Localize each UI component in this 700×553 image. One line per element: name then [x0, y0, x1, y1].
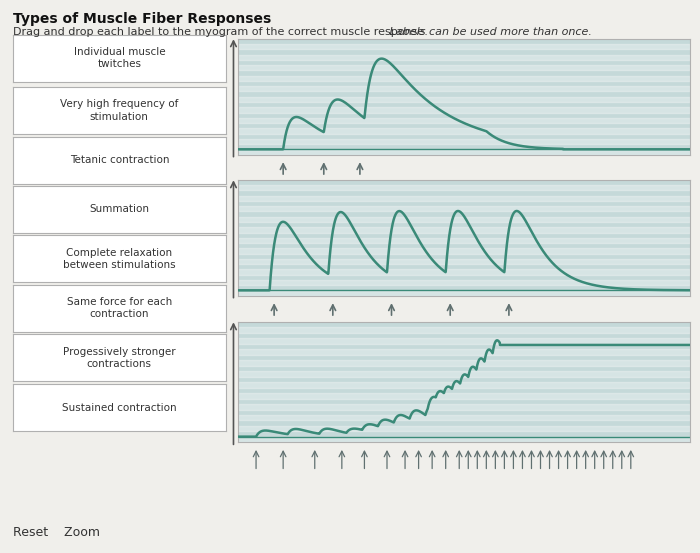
Bar — [238, 269, 690, 275]
Text: Summation: Summation — [90, 204, 149, 214]
Text: Complete relaxation
between stimulations: Complete relaxation between stimulations — [63, 248, 176, 270]
Bar — [238, 238, 690, 243]
Bar — [238, 290, 690, 296]
Bar — [238, 128, 690, 134]
Bar — [238, 426, 690, 431]
Bar — [238, 437, 690, 442]
Text: Same force for each
contraction: Same force for each contraction — [66, 297, 172, 319]
Text: Individual muscle
twitches: Individual muscle twitches — [74, 47, 165, 69]
Bar — [238, 65, 690, 70]
Bar — [238, 382, 690, 388]
Bar — [238, 44, 690, 49]
Bar — [238, 217, 690, 222]
Bar — [238, 280, 690, 285]
Bar — [238, 185, 690, 190]
Bar — [238, 338, 690, 344]
Text: Tetanic contraction: Tetanic contraction — [69, 155, 169, 165]
Text: Progessively stronger
contractions: Progessively stronger contractions — [63, 347, 176, 369]
Bar — [238, 404, 690, 410]
Bar — [238, 259, 690, 264]
Bar — [238, 196, 690, 201]
Bar — [238, 393, 690, 399]
Bar — [238, 55, 690, 60]
Bar — [238, 107, 690, 113]
Text: Sustained contraction: Sustained contraction — [62, 403, 176, 413]
Text: Very high frequency of
stimulation: Very high frequency of stimulation — [60, 100, 178, 122]
Bar — [238, 227, 690, 232]
Bar — [238, 248, 690, 254]
Bar — [238, 327, 690, 333]
Text: Types of Muscle Fiber Responses: Types of Muscle Fiber Responses — [13, 12, 271, 26]
Bar — [238, 76, 690, 81]
Bar — [238, 86, 690, 91]
Bar — [238, 360, 690, 366]
Bar — [238, 349, 690, 354]
Bar — [238, 118, 690, 123]
Text: Drag and drop each label to the myogram of the correct muscle response.: Drag and drop each label to the myogram … — [13, 27, 428, 36]
Bar — [238, 415, 690, 420]
Text: Labels can be used more than once.: Labels can be used more than once. — [386, 27, 592, 36]
Bar — [238, 97, 690, 102]
Bar — [238, 149, 690, 155]
Bar — [238, 371, 690, 377]
Bar — [238, 206, 690, 211]
Bar — [238, 139, 690, 144]
Text: Reset    Zoom: Reset Zoom — [13, 526, 99, 539]
